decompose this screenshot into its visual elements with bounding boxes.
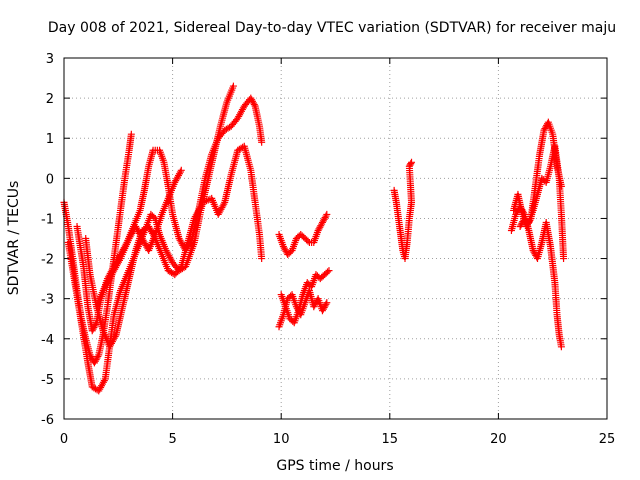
y-tick-label: 2: [46, 92, 54, 107]
x-tick-label: 15: [382, 432, 399, 447]
y-tick-label: -5: [41, 373, 54, 388]
data-point: [177, 166, 185, 174]
data-point: [220, 200, 228, 208]
data-point: [323, 299, 331, 307]
data-point: [323, 210, 331, 218]
y-tick-label: -4: [41, 333, 54, 348]
x-tick-label: 5: [168, 432, 176, 447]
data-series-7: [277, 267, 333, 327]
data-series-4: [82, 142, 266, 351]
data-point: [258, 255, 266, 263]
y-tick-label: -6: [41, 413, 54, 428]
plot-frame: [63, 57, 608, 420]
x-axis-label: GPS time / hours: [276, 458, 393, 474]
data-point: [100, 377, 108, 385]
data-point: [229, 82, 237, 90]
data-point: [250, 101, 258, 109]
data-point: [324, 268, 332, 276]
y-tick-label: 0: [46, 172, 54, 187]
data-series-8: [275, 210, 331, 259]
y-tick-label: 3: [46, 52, 54, 67]
y-tick-label: 1: [46, 132, 54, 147]
data-point: [304, 237, 312, 245]
data-series-12: [516, 142, 568, 263]
data-point: [111, 332, 119, 340]
data-point: [176, 264, 184, 272]
data-point: [322, 212, 330, 220]
x-tick-label: 10: [273, 432, 290, 447]
data-point: [258, 138, 266, 146]
x-tick-label: 25: [599, 432, 616, 447]
data-series-10: [507, 202, 565, 351]
y-tick-label: -2: [41, 253, 54, 268]
data-point: [325, 267, 333, 275]
data-point: [176, 168, 184, 176]
data-points: [60, 82, 568, 395]
y-tick-label: -1: [41, 212, 54, 227]
tick-labels: 0 5 10 15 20 25 -6 -5 -4 -3 -2 -1 0 1 2 3: [41, 52, 615, 447]
y-axis-label: SDTVAR / TECUs: [6, 181, 22, 296]
chart-title: Day 008 of 2021, Sidereal Day-to-day VTE…: [48, 20, 616, 36]
x-tick-label: 20: [490, 432, 507, 447]
y-tick-label: -3: [41, 293, 54, 308]
data-point: [127, 130, 135, 138]
data-series-5: [93, 166, 185, 311]
x-tick-label: 0: [60, 432, 68, 447]
data-point: [557, 343, 565, 351]
data-point: [94, 352, 102, 360]
data-point: [322, 300, 330, 308]
data-point: [408, 158, 416, 166]
data-point: [407, 160, 415, 168]
data-point: [560, 255, 568, 263]
data-series-9: [390, 158, 416, 263]
